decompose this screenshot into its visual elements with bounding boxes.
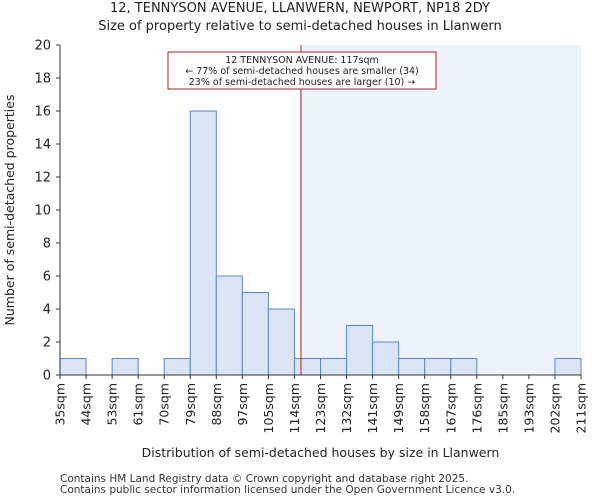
x-axis-label: Distribution of semi-detached houses by … [142,445,500,460]
x-tick-label: 132sqm [339,383,354,433]
y-tick-label: 6 [43,270,51,285]
bar-167sqm[interactable] [450,358,478,376]
y-tick-label: 4 [43,303,51,318]
bar-79sqm[interactable] [189,110,217,376]
y-tick-label: 8 [43,237,51,252]
x-tick-label: 149sqm [391,383,406,433]
x-tick-label: 141sqm [365,383,380,433]
y-tick-label: 20 [34,39,51,54]
x-tick-label: 79sqm [183,383,198,426]
bar-123sqm[interactable] [320,358,348,376]
x-tick-label: 202sqm [547,383,562,433]
bar-97sqm[interactable] [241,292,269,376]
x-tick-label: 61sqm [131,383,146,426]
bar-70sqm[interactable] [163,358,191,376]
x-tick-label: 193sqm [521,383,536,433]
x-tick-label: 167sqm [443,383,458,433]
bar-chart: 0 2 4 6 8 10 12 14 16 18 20 35sqm 44sqm 53sqm 61sqm 70s… [2,39,589,461]
y-tick-label: 16 [34,105,51,120]
bar-132sqm[interactable] [346,325,374,376]
x-tick-label: 123sqm [313,383,328,433]
x-tick-label: 88sqm [209,383,224,426]
annotation-line-1: 12 TENNYSON AVENUE: 117sqm [225,55,379,66]
bar-105sqm[interactable] [267,308,295,376]
chart-title: 12, TENNYSON AVENUE, LLANWERN, NEWPORT, … [110,1,490,16]
bar-88sqm[interactable] [215,275,243,376]
bar-53sqm[interactable] [111,358,139,376]
y-tick-label: 12 [34,171,51,186]
bar-141sqm[interactable] [372,341,400,376]
x-tick-label: 70sqm [157,383,172,426]
x-tick-label: 97sqm [235,383,250,426]
annotation-box [167,51,437,90]
y-tick-label: 0 [43,369,51,384]
y-tick-label: 14 [34,138,51,153]
bar-114sqm[interactable] [293,358,322,376]
x-tick-label: 105sqm [261,383,276,433]
x-tick-label: 185sqm [495,383,510,433]
bar-35sqm[interactable] [59,358,87,376]
annotation-line-2: ← 77% of semi-detached houses are smalle… [185,66,419,77]
x-tick-label: 158sqm [417,383,432,433]
bar-149sqm[interactable] [398,358,426,376]
x-tick-label: 35sqm [53,383,68,426]
y-tick-label: 18 [34,72,51,87]
y-tick-label: 10 [34,204,51,219]
bar-202sqm[interactable] [554,358,582,376]
x-tick-label: 53sqm [105,383,120,426]
bar-158sqm[interactable] [424,358,452,376]
x-tick-label: 176sqm [469,383,484,433]
chart-subtitle: Size of property relative to semi-detach… [98,19,502,34]
y-axis-label: Number of semi-detached properties [2,95,17,326]
x-tick-label: 211sqm [574,383,589,433]
footer-copyright: Contains HM Land Registry data © Crown c… [60,473,469,485]
x-tick-label: 114sqm [287,383,302,433]
annotation-line-3: 23% of semi-detached houses are larger (… [189,77,416,88]
y-tick-label: 2 [43,336,51,351]
x-tick-label: 44sqm [79,383,94,426]
highlight-region [300,45,581,375]
footer-licence: Contains public sector information licen… [60,484,516,496]
